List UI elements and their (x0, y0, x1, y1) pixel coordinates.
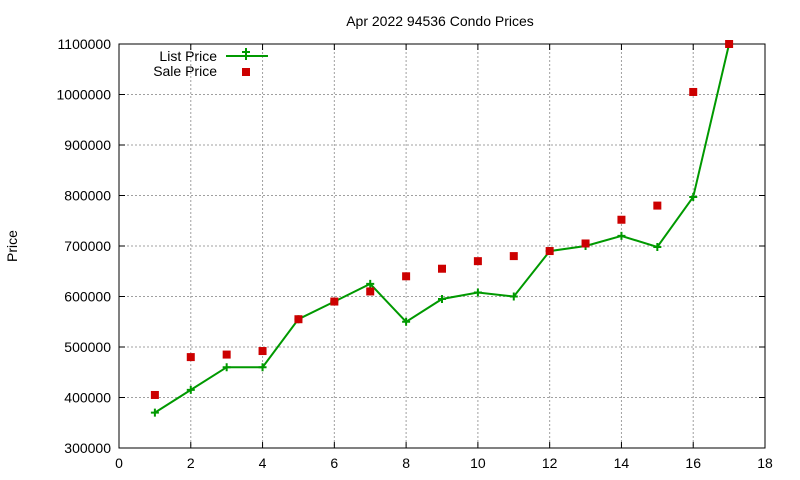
list-price-point (438, 295, 446, 304)
list-price-point (653, 243, 662, 252)
series-line-list-price (154, 43, 731, 414)
sale-price-point (294, 315, 303, 324)
sale-price-point (725, 40, 734, 48)
x-tick-label: 8 (402, 455, 410, 471)
y-tick-label: 900000 (64, 137, 111, 153)
list-price-point (473, 288, 482, 297)
list-price-point (150, 408, 159, 417)
sale-price-point (330, 297, 339, 306)
y-tick-label: 800000 (64, 188, 111, 204)
sale-price-point (473, 257, 482, 266)
sale-price-point (689, 87, 698, 96)
legend-marker-sale-price (242, 68, 250, 76)
y-tick-label: 600000 (64, 289, 111, 305)
list-price-point (617, 231, 626, 240)
list-price-point (402, 317, 411, 326)
x-tick-label: 0 (115, 455, 123, 471)
sale-price-point (438, 264, 446, 273)
sale-price-point (402, 272, 411, 281)
list-price-point (258, 363, 267, 372)
sale-price-point (653, 201, 662, 210)
y-tick-label: 1100000 (58, 36, 112, 52)
list-price-point (366, 279, 375, 288)
sale-price-point (509, 252, 518, 261)
list-price-point (222, 363, 231, 372)
sale-price-point (366, 287, 375, 296)
chart-title: Apr 2022 94536 Condo Prices (346, 13, 534, 29)
legend-label-sale-price: Sale Price (153, 63, 217, 79)
legend: List Price Sale Price (153, 48, 268, 79)
x-tick-label: 16 (685, 455, 701, 471)
y-tick-label: 500000 (64, 339, 111, 355)
sale-price-point (581, 239, 590, 248)
y-axis-label: Price (4, 230, 20, 262)
x-tick-label: 12 (542, 455, 558, 471)
sale-price-point (545, 247, 554, 256)
y-tick-label: 300000 (64, 440, 111, 456)
y-tick-label: 700000 (64, 238, 111, 254)
list-price-point (689, 193, 698, 202)
y-tick-label: 400000 (64, 390, 111, 406)
grid (119, 44, 765, 448)
x-tick-label: 10 (470, 455, 486, 471)
x-tick-label: 4 (259, 455, 267, 471)
x-tick-label: 18 (757, 455, 773, 471)
x-tick-label: 14 (614, 455, 630, 471)
x-tick-label: 6 (330, 455, 338, 471)
sale-price-point (222, 350, 231, 359)
sale-price-point (150, 390, 159, 399)
sale-price-point (617, 215, 626, 224)
y-tick-label: 1000000 (56, 87, 111, 103)
sale-price-point (258, 347, 267, 356)
series (150, 40, 734, 417)
list-price-point (509, 292, 518, 301)
legend-label-list-price: List Price (159, 48, 217, 64)
x-tick-label: 2 (187, 455, 195, 471)
list-price-point (186, 385, 195, 394)
legend-marker-list-price (242, 48, 250, 60)
plot-frame (118, 43, 766, 449)
axes: 0 2 4 6 8 10 12 14 16 18 300000 400000 500000 600000 7… (56, 36, 773, 471)
sale-price-point (186, 353, 195, 362)
